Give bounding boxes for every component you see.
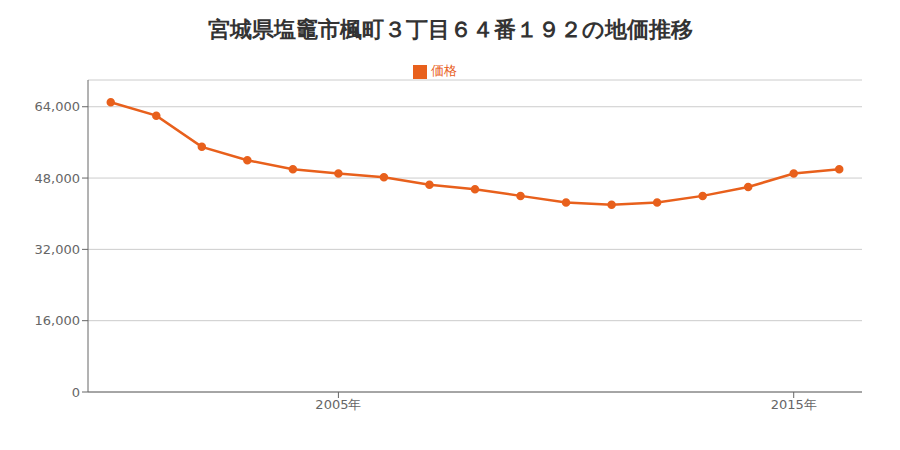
svg-text:32,000: 32,000 [35,242,81,257]
svg-text:0: 0 [72,385,80,400]
svg-text:64,000: 64,000 [35,99,81,114]
svg-text:48,000: 48,000 [35,171,81,186]
svg-text:2015年: 2015年 [771,397,817,412]
svg-text:2005年: 2005年 [315,397,361,412]
html-text:価格: 価格 [431,63,457,78]
svg-text:16,000: 16,000 [35,313,81,328]
html-text:宮城県塩竈市楓町３丁目６４番１９２の地価推移: 宮城県塩竈市楓町３丁目６４番１９２の地価推移 [207,17,693,42]
